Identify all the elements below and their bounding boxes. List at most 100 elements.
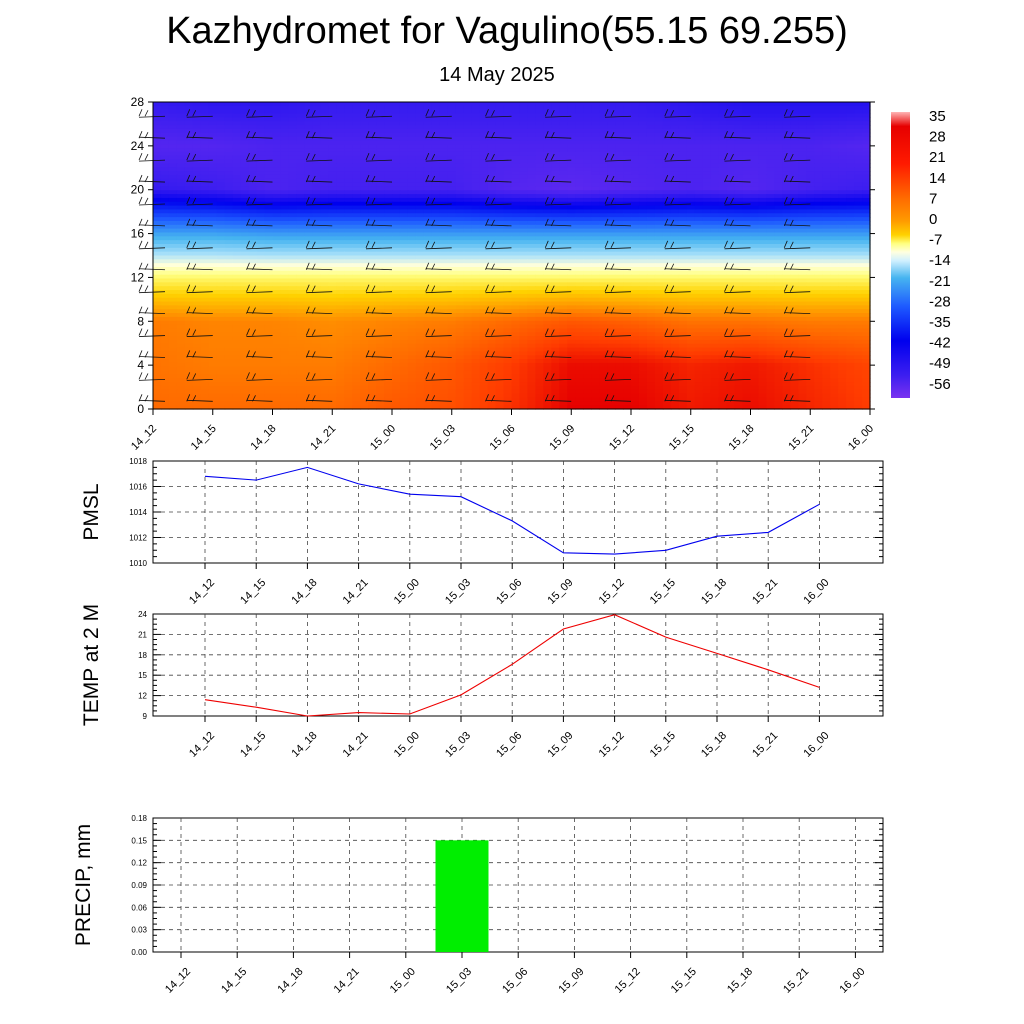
heat-cell bbox=[646, 109, 656, 115]
heat-cell bbox=[862, 148, 871, 153]
heat-cell bbox=[838, 159, 847, 164]
heat-cell bbox=[567, 144, 576, 149]
heat-cell bbox=[495, 309, 505, 314]
heat-cell bbox=[447, 167, 457, 172]
heat-cell bbox=[280, 263, 290, 268]
heat-cell bbox=[264, 121, 274, 126]
heat-cell bbox=[798, 255, 807, 260]
heat-cell bbox=[487, 140, 497, 145]
heat-cell bbox=[224, 144, 234, 149]
heat-cell bbox=[160, 182, 170, 188]
heat-cell bbox=[240, 132, 250, 138]
heat-cell bbox=[288, 167, 297, 172]
heat-cell bbox=[638, 148, 648, 153]
heat-cell bbox=[471, 109, 481, 115]
heat-cell bbox=[280, 159, 290, 164]
heat-cell bbox=[838, 178, 847, 184]
heat-cell bbox=[336, 151, 345, 157]
heat-cell bbox=[336, 232, 345, 237]
heat-cell bbox=[559, 228, 568, 234]
heat-cell bbox=[248, 286, 258, 291]
heat-cell bbox=[583, 113, 592, 118]
heat-cell bbox=[495, 167, 505, 172]
heat-cell bbox=[623, 105, 632, 111]
heat-cell bbox=[758, 201, 768, 207]
heat-cell bbox=[798, 155, 807, 161]
heat-cell bbox=[519, 213, 529, 218]
heat-cell bbox=[678, 228, 688, 234]
heat-cell bbox=[559, 182, 568, 188]
heat-cell bbox=[296, 117, 305, 122]
heat-cell bbox=[447, 305, 457, 310]
heat-cell bbox=[822, 301, 831, 306]
heat-cell bbox=[535, 232, 544, 237]
heat-cell bbox=[376, 182, 385, 188]
heat-cell bbox=[264, 159, 274, 164]
heat-cell bbox=[662, 309, 672, 314]
heat-cell bbox=[399, 236, 409, 241]
heat-cell bbox=[599, 163, 608, 168]
heat-cell bbox=[248, 270, 258, 276]
heat-cell bbox=[694, 213, 704, 218]
heat-cell bbox=[638, 243, 648, 249]
heat-cell bbox=[686, 213, 696, 218]
heat-cell bbox=[153, 105, 162, 111]
heat-cell bbox=[200, 213, 210, 218]
heat-cell bbox=[718, 209, 728, 214]
heat-cell bbox=[232, 113, 242, 118]
heat-cell bbox=[623, 167, 632, 172]
heat-cell bbox=[854, 224, 863, 230]
heat-cell bbox=[200, 293, 210, 299]
heat-cell bbox=[360, 282, 369, 287]
heat-cell bbox=[710, 213, 720, 218]
heat-cell bbox=[336, 224, 345, 230]
heat-cell bbox=[543, 159, 552, 164]
heat-cell bbox=[830, 105, 839, 111]
heat-cell bbox=[503, 159, 513, 164]
heat-cell bbox=[503, 313, 513, 318]
heat-cell bbox=[623, 148, 632, 153]
heat-cell bbox=[479, 144, 489, 149]
heat-cell bbox=[384, 263, 393, 268]
heat-cell bbox=[280, 151, 290, 157]
heat-cell bbox=[798, 125, 807, 130]
heat-cell bbox=[304, 105, 313, 111]
heat-cell bbox=[376, 121, 385, 126]
heat-cell bbox=[296, 290, 305, 295]
heat-cell bbox=[296, 148, 305, 153]
heat-cell bbox=[368, 293, 377, 299]
heat-cell bbox=[631, 109, 640, 115]
heat-cell bbox=[160, 267, 170, 272]
heat-cell bbox=[392, 136, 401, 141]
heat-cell bbox=[575, 140, 584, 145]
heat-cell bbox=[686, 186, 696, 191]
heat-cell bbox=[320, 228, 329, 234]
heat-cell bbox=[798, 213, 807, 218]
heat-cell bbox=[583, 136, 592, 141]
heat-cell bbox=[455, 197, 465, 203]
heat-cell bbox=[352, 163, 361, 168]
heat-cell bbox=[750, 236, 760, 241]
heat-cell bbox=[750, 148, 760, 153]
heat-cell bbox=[718, 144, 728, 149]
heat-cell bbox=[646, 144, 656, 149]
heat-cell bbox=[216, 136, 226, 141]
heat-cell bbox=[407, 267, 417, 272]
heat-cell bbox=[710, 220, 720, 226]
heat-cell bbox=[296, 274, 305, 280]
heat-cell bbox=[264, 263, 274, 268]
heat-cell bbox=[216, 297, 226, 303]
heat-cell bbox=[559, 282, 568, 287]
heat-cell bbox=[774, 255, 783, 260]
heat-cell bbox=[782, 293, 791, 299]
heat-cell bbox=[758, 243, 768, 249]
heat-cell bbox=[415, 182, 425, 188]
heat-cell bbox=[726, 136, 736, 141]
heat-cell bbox=[654, 209, 664, 214]
heat-cell bbox=[814, 278, 823, 283]
heat-cell bbox=[726, 132, 736, 138]
heat-cell bbox=[368, 232, 377, 237]
heat-cell bbox=[559, 194, 568, 199]
heat-cell bbox=[830, 140, 839, 145]
heat-cell bbox=[312, 163, 321, 168]
